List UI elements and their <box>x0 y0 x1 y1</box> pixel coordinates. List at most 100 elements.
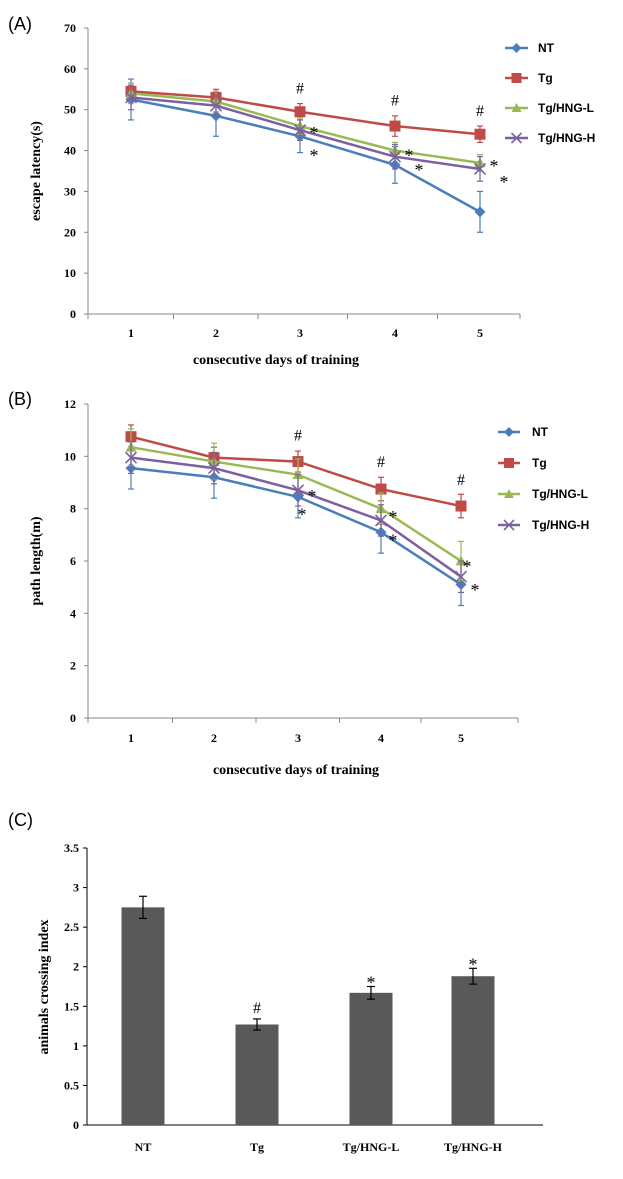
significance-star: * <box>389 507 398 527</box>
x-tick-label: 4 <box>378 731 384 745</box>
marker-square <box>474 128 486 140</box>
x-tick-label: Tg/HNG-H <box>444 1140 503 1154</box>
marker-x <box>293 124 307 137</box>
legend-item-Tg/HNG-H: Tg/HNG-H <box>505 131 595 145</box>
marker-triangle <box>511 103 522 112</box>
marker-x <box>388 150 402 163</box>
y-tick-label: 3 <box>73 881 79 895</box>
legend-item-Tg: Tg <box>498 456 547 470</box>
y-tick-label: 0 <box>70 307 76 321</box>
significance-star: * <box>308 486 317 506</box>
y-tick-label: 10 <box>64 449 76 463</box>
marker-triangle <box>504 489 514 498</box>
x-tick-label: 3 <box>297 326 303 340</box>
y-axis-title: path length(m) <box>29 516 44 605</box>
y-tick-label: 60 <box>64 62 76 76</box>
marker-square <box>455 500 467 512</box>
significance-hash: # <box>457 472 465 489</box>
legend-label: NT <box>538 41 555 55</box>
y-tick-label: 20 <box>64 225 76 239</box>
marker-x <box>503 519 515 531</box>
series-Tg/HNG-L <box>125 82 486 172</box>
bar <box>121 907 165 1125</box>
legend-item-NT: NT <box>505 41 555 55</box>
marker-x <box>454 570 468 583</box>
significance-hash: # <box>296 80 304 97</box>
y-axis-title: escape latency(s) <box>29 121 44 221</box>
marker-square <box>294 106 306 118</box>
y-tick-label: 1.5 <box>64 999 79 1013</box>
bar <box>349 992 393 1125</box>
legend-label: Tg/HNG-L <box>532 487 588 501</box>
significance-star: * <box>405 146 414 166</box>
series-Tg/HNG-H <box>124 441 468 594</box>
significance-star: * <box>490 156 499 176</box>
significance-star: * <box>310 123 319 143</box>
x-tick-label: NT <box>135 1140 152 1154</box>
x-tick-label: 1 <box>128 731 134 745</box>
significance-hash: # <box>294 428 302 445</box>
significance-hash: # <box>476 103 484 120</box>
y-tick-label: 30 <box>64 184 76 198</box>
x-tick-label: 5 <box>458 731 464 745</box>
x-tick-label: 4 <box>392 326 398 340</box>
marker-square <box>375 483 387 495</box>
marker-x <box>124 91 138 104</box>
marker-x <box>291 484 305 497</box>
legend-item-Tg/HNG-L: Tg/HNG-L <box>505 101 594 115</box>
significance-star: * <box>389 530 398 550</box>
marker-x <box>473 162 487 176</box>
significance-hash: # <box>377 454 385 471</box>
x-tick-label: Tg <box>250 1140 264 1154</box>
series-Tg/HNG-H <box>124 84 487 182</box>
legend-label: Tg/HNG-L <box>538 101 594 115</box>
legend-label: Tg/HNG-H <box>538 131 595 145</box>
legend-item-Tg/HNG-H: Tg/HNG-H <box>498 518 589 532</box>
legend-item-Tg/HNG-L: Tg/HNG-L <box>498 487 588 501</box>
significance-star: * <box>298 504 307 524</box>
legend-item-NT: NT <box>498 425 549 439</box>
significance-hash: # <box>253 1000 261 1017</box>
marker-diamond <box>511 43 522 53</box>
x-axis-title: consecutive days of training <box>213 763 379 778</box>
marker-square <box>504 458 514 468</box>
series-line <box>130 466 462 586</box>
y-tick-label: 2.5 <box>64 920 79 934</box>
x-axis-title: consecutive days of training <box>193 353 359 368</box>
x-tick-label: 3 <box>295 731 301 745</box>
x-tick-label: 2 <box>211 731 217 745</box>
marker-square <box>511 73 522 83</box>
marker-x <box>124 451 138 464</box>
marker-diamond <box>504 427 514 437</box>
marker-x <box>207 462 221 475</box>
x-tick-label: Tg/HNG-L <box>343 1140 400 1154</box>
panel-label: (A) <box>8 14 32 34</box>
y-tick-label: 0 <box>73 1118 79 1132</box>
legend-label: NT <box>532 425 549 439</box>
significance-star: * <box>367 973 376 993</box>
y-tick-label: 50 <box>64 103 76 117</box>
marker-diamond <box>474 206 486 218</box>
bar <box>235 1024 279 1125</box>
x-tick-label: 5 <box>477 326 483 340</box>
marker-x <box>374 514 388 527</box>
x-tick-label: 1 <box>128 326 134 340</box>
significance-star: * <box>469 954 478 974</box>
significance-star: * <box>310 146 319 166</box>
y-tick-label: 0.5 <box>64 1078 79 1092</box>
series-NT <box>125 446 467 607</box>
legend-label: Tg <box>532 456 547 470</box>
marker-x <box>209 99 223 112</box>
marker-x <box>510 132 523 144</box>
bar <box>451 976 495 1125</box>
significance-star: * <box>471 580 480 600</box>
significance-star: * <box>415 160 424 180</box>
y-tick-label: 12 <box>64 397 76 411</box>
y-tick-label: 0 <box>70 711 76 725</box>
y-tick-label: 6 <box>70 554 76 568</box>
significance-hash: # <box>391 93 399 110</box>
y-tick-label: 4 <box>70 606 76 620</box>
y-tick-label: 2 <box>70 659 76 673</box>
